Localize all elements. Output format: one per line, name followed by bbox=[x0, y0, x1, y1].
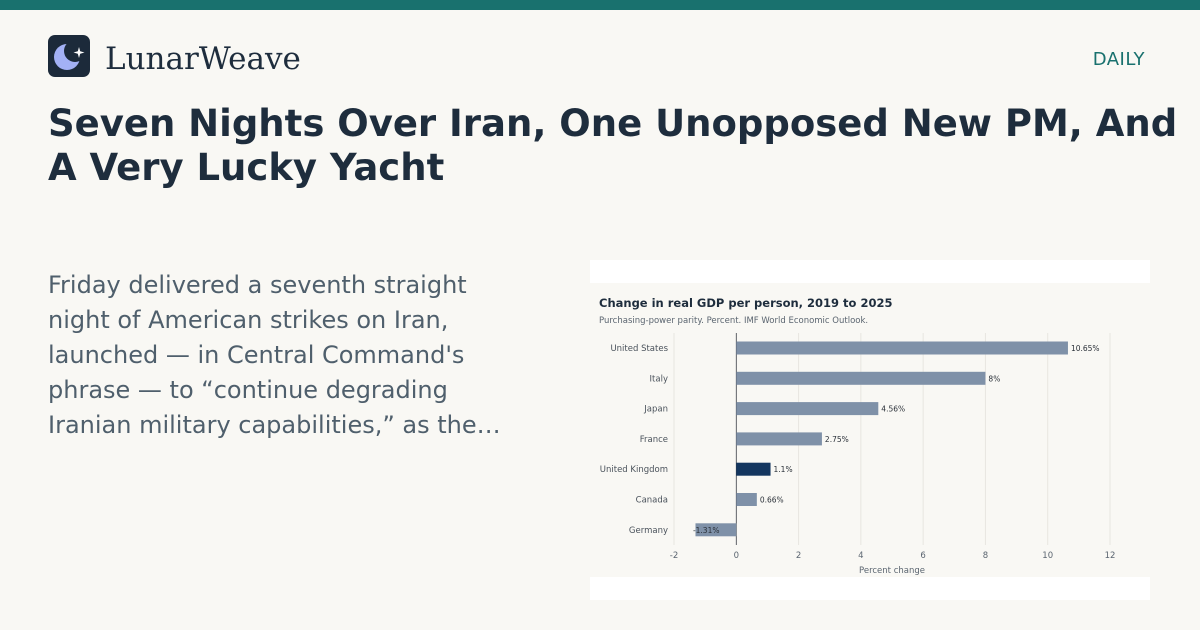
logo[interactable] bbox=[48, 35, 90, 77]
bar bbox=[736, 462, 771, 476]
bar bbox=[736, 371, 986, 385]
bar bbox=[736, 402, 879, 416]
bar bbox=[736, 432, 822, 446]
value-label: 1.1% bbox=[774, 465, 793, 474]
category-label: France bbox=[640, 435, 668, 445]
article-headline[interactable]: Seven Nights Over Iran, One Unopposed Ne… bbox=[48, 102, 1178, 189]
section-label[interactable]: DAILY bbox=[1092, 49, 1145, 70]
chart-labels: -2 0 2 4 6 8 10 12 United States 10.65% Italy 8% Jap… bbox=[600, 344, 1116, 561]
chart-title: Change in real GDP per person, 2019 to 2… bbox=[599, 296, 892, 310]
bar bbox=[736, 341, 1068, 355]
category-label: Japan bbox=[643, 405, 668, 415]
bar bbox=[736, 493, 757, 506]
chart-bars bbox=[695, 341, 1068, 537]
value-label: -1.31% bbox=[693, 526, 720, 535]
article-summary: Friday delivered a seventh straight nigh… bbox=[48, 271, 501, 439]
category-label: United Kingdom bbox=[600, 465, 668, 475]
chart-top-strip bbox=[590, 260, 1150, 283]
x-tick-label: 4 bbox=[858, 551, 863, 561]
x-tick-label: 2 bbox=[796, 551, 801, 561]
value-label: 8% bbox=[988, 374, 1000, 383]
category-label: Italy bbox=[650, 374, 668, 384]
x-tick-label: 8 bbox=[983, 551, 988, 561]
top-accent-bar bbox=[0, 0, 1200, 10]
value-label: 10.65% bbox=[1071, 344, 1100, 353]
value-label: 2.75% bbox=[825, 435, 849, 444]
x-tick-label: 0 bbox=[734, 551, 739, 561]
x-tick-label: -2 bbox=[670, 551, 678, 561]
crescent-moon-star-icon bbox=[54, 44, 85, 70]
x-tick-label: 10 bbox=[1042, 551, 1053, 561]
x-tick-label: 12 bbox=[1105, 551, 1116, 561]
x-axis-label: Percent change bbox=[859, 566, 925, 576]
brand-name[interactable]: LunarWeave bbox=[105, 41, 301, 77]
category-label: United States bbox=[610, 344, 668, 354]
x-tick-label: 6 bbox=[920, 551, 925, 561]
category-label: Canada bbox=[636, 496, 668, 506]
gdp-bar-chart: Change in real GDP per person, 2019 to 2… bbox=[590, 260, 1150, 577]
chart-subtitle: Purchasing-power parity. Percent. IMF Wo… bbox=[599, 316, 868, 326]
chart-panel bbox=[590, 283, 1150, 577]
value-label: 0.66% bbox=[760, 496, 784, 505]
category-label: Germany bbox=[629, 526, 668, 536]
value-label: 4.56% bbox=[881, 405, 905, 414]
bar bbox=[695, 523, 737, 537]
chart-card: Change in real GDP per person, 2019 to 2… bbox=[590, 260, 1150, 600]
